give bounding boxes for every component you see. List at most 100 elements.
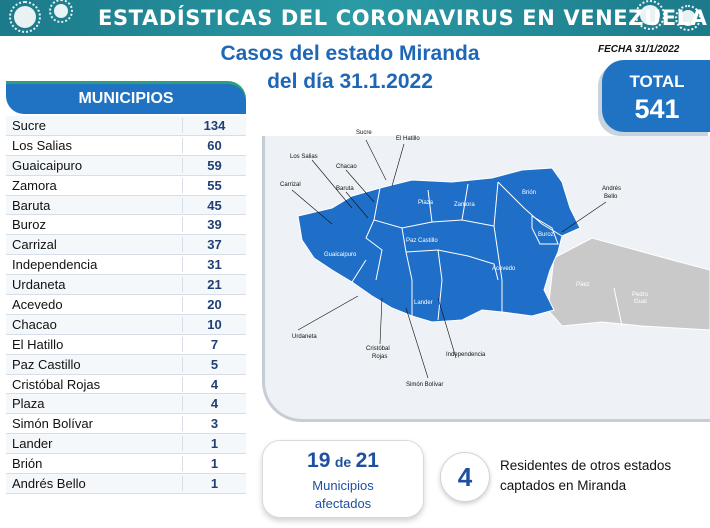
map-label-paez: Páez (576, 282, 590, 288)
map-label-pedro-gual-1: Pedro (632, 292, 649, 298)
map-label-plaza: Plaza (418, 200, 434, 206)
municipio-name: Brión (12, 456, 43, 472)
municipio-name: Simón Bolívar (12, 416, 93, 432)
table-row: Buroz 39 (6, 215, 246, 236)
affected-of-word: de (334, 454, 352, 470)
virus-icon (49, 0, 73, 23)
map-label-urdaneta: Urdaneta (292, 334, 317, 340)
municipio-cases: 37 (182, 237, 246, 253)
municipio-name: Urdaneta (12, 277, 66, 293)
municipio-name: Baruta (12, 197, 51, 213)
municipio-cases: 4 (182, 396, 246, 412)
municipio-cases: 3 (182, 416, 246, 432)
affected-label-2: afectados (314, 496, 372, 511)
other-states-text: Residentes de otros estados captados en … (500, 456, 710, 496)
map-label-brion: Brión (522, 190, 536, 196)
virus-icon (635, 0, 665, 30)
table-row: Paz Castillo 5 (6, 354, 246, 375)
affected-municipios-card: 19 de 21 Municipios afectados (262, 440, 424, 518)
municipio-name: Buroz (12, 217, 46, 233)
map-label-buroz: Buroz (538, 232, 554, 238)
table-row: El Hatillo 7 (6, 335, 246, 355)
subtitle-line-1: Casos del estado Miranda (220, 42, 480, 65)
municipio-name: Andrés Bello (12, 475, 86, 491)
table-row: Guaicaipuro 59 (6, 155, 246, 176)
map-region-paez (547, 237, 710, 331)
municipio-name: Carrizal (12, 237, 57, 253)
table-row: Lander 1 (6, 434, 246, 455)
table-row: Baruta 45 (6, 195, 246, 216)
other-states-text-1: Residentes de otros estados (500, 458, 672, 473)
total-label: TOTAL (629, 72, 685, 91)
virus-icon (675, 5, 701, 31)
table-row: Simón Bolívar 3 (6, 414, 246, 435)
municipios-table: Sucre 134 Los Salias 60 Guaicaipuro 59 Zamora 5… (6, 116, 246, 494)
map-label-zamora: Zamora (454, 202, 475, 208)
table-row: Plaza 4 (6, 394, 246, 415)
municipio-cases: 1 (182, 436, 246, 452)
virus-icon (9, 1, 41, 33)
municipio-name: Chacao (12, 316, 57, 332)
other-states-card: 4 Residentes de otros estados captados e… (440, 450, 710, 510)
municipio-name: Lander (12, 436, 53, 452)
municipio-cases: 31 (182, 257, 246, 273)
table-row: Acevedo 20 (6, 295, 246, 315)
map-label-chacao: Chacao (336, 164, 357, 170)
municipio-name: Zamora (12, 177, 57, 193)
map-label-paz-castillo: Paz Castillo (406, 238, 438, 244)
subtitle: Casos del estado Miranda del día 31.1.20… (200, 40, 500, 96)
map-label-guaicaipuro: Guaicaipuro (324, 252, 357, 258)
municipio-cases: 4 (182, 376, 246, 392)
table-row: Sucre 134 (6, 116, 246, 136)
total-municipios-count: 21 (355, 449, 379, 472)
table-row: Brión 1 (6, 454, 246, 475)
table-row: Independencia 31 (6, 255, 246, 276)
table-row: Zamora 55 (6, 176, 246, 196)
municipio-name: Paz Castillo (12, 356, 81, 372)
map-label-andres-bello-2: Bello (604, 194, 618, 200)
miranda-map: Plaza Zamora Brión Buroz Paz Castillo Gu… (280, 130, 710, 388)
municipio-cases: 20 (182, 296, 246, 312)
municipio-cases: 39 (182, 217, 246, 233)
municipio-cases: 21 (182, 277, 246, 293)
other-states-text-2: captados en Miranda (500, 478, 627, 493)
municipio-cases: 134 (182, 117, 246, 133)
map-label-lander: Lander (414, 300, 433, 306)
municipio-name: Los Salias (12, 137, 72, 153)
map-label-el-hatillo: El Hatillo (396, 136, 420, 142)
municipio-cases: 10 (182, 316, 246, 332)
table-row: Los Salias 60 (6, 136, 246, 156)
municipio-name: Acevedo (12, 296, 63, 312)
total-box: TOTAL 541 (602, 60, 710, 132)
map-label-sucre: Sucre (356, 130, 372, 136)
table-row: Andrés Bello 1 (6, 474, 246, 494)
affected-count-line: 19 de 21 (263, 449, 423, 473)
municipios-header: MUNICIPIOS (6, 84, 246, 114)
map-region-divider (613, 287, 623, 327)
table-row: Cristóbal Rojas 4 (6, 375, 246, 395)
map-label-acevedo: Acevedo (492, 266, 516, 272)
other-states-count: 4 (440, 452, 490, 502)
table-row: Chacao 10 (6, 314, 246, 335)
municipio-cases: 55 (182, 177, 246, 193)
subtitle-line-2: del día 31.1.2022 (267, 70, 433, 93)
map-leader-lines (291, 139, 607, 379)
municipio-cases: 60 (182, 137, 246, 153)
map-label-simon-bolivar: Simón Bolívar (406, 382, 443, 388)
municipio-cases: 45 (182, 197, 246, 213)
map-label-pedro-gual-2: Gual (634, 299, 647, 305)
municipio-name: Cristóbal Rojas (12, 376, 101, 392)
header-banner: ESTADÍSTICAS DEL CORONAVIRUS EN VENEZUEL… (0, 0, 710, 36)
total-value: 541 (634, 94, 680, 124)
affected-count: 19 (307, 449, 331, 472)
table-row: Urdaneta 21 (6, 275, 246, 296)
report-date: FECHA 31/1/2022 (598, 44, 680, 55)
municipio-name: Plaza (12, 396, 45, 412)
map-label-carrizal: Carrizal (280, 182, 301, 188)
municipio-cases: 5 (182, 356, 246, 372)
map-label-cristobal-rojas-1: Cristóbal (366, 346, 390, 352)
municipio-name: Sucre (12, 117, 46, 133)
affected-label: Municipios afectados (263, 477, 423, 513)
map-label-baruta: Baruta (336, 186, 354, 192)
municipio-name: Guaicaipuro (12, 157, 83, 173)
